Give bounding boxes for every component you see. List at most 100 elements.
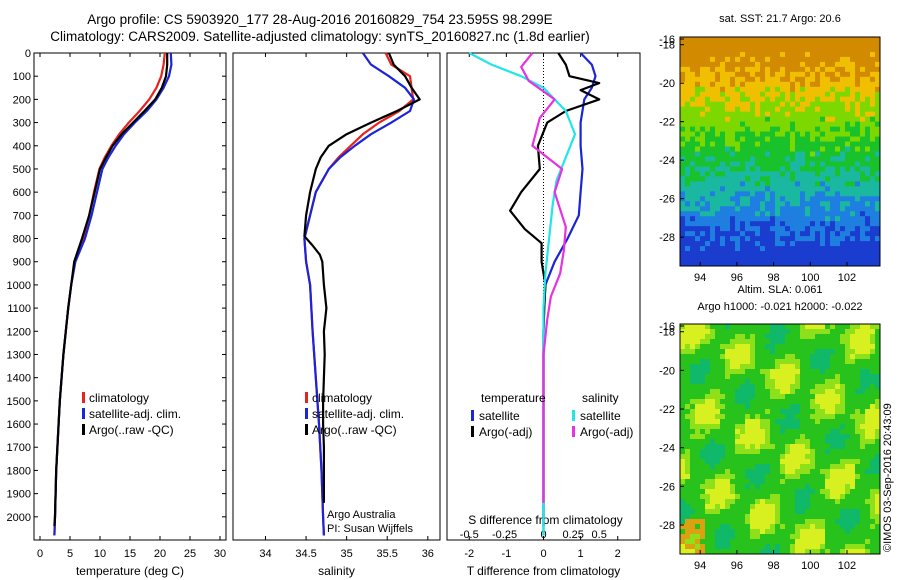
map-cell: [870, 434, 876, 440]
map-cell: [695, 66, 701, 73]
map-cell: [840, 519, 846, 525]
map-cell: [820, 359, 826, 365]
map-cell: [850, 216, 856, 222]
map-cell: [740, 474, 746, 480]
map-cell: [775, 494, 781, 500]
map-cell: [700, 151, 706, 157]
map-cell: [815, 256, 821, 262]
map-cell: [680, 121, 686, 128]
map-cell: [770, 384, 776, 390]
map-cell: [850, 479, 856, 485]
map-cell: [865, 56, 871, 63]
map-cell: [850, 324, 856, 330]
map-cell: [685, 206, 691, 212]
map-cell: [800, 161, 806, 167]
map-cell: [805, 211, 811, 217]
map-cell: [760, 81, 766, 88]
map-cell: [800, 256, 806, 262]
map-cell: [705, 389, 711, 395]
map-cell: [760, 176, 766, 182]
map-cell: [685, 261, 691, 267]
map-cell: [875, 51, 881, 58]
map-cell: [755, 76, 761, 83]
map-cell: [730, 379, 736, 385]
map-cell: [700, 226, 706, 232]
map-cell: [870, 81, 876, 88]
map-cell: [695, 379, 701, 385]
map-cell: [710, 429, 716, 435]
map-cell: [805, 56, 811, 63]
map-cell: [750, 484, 756, 490]
map-cell: [765, 514, 771, 520]
map-cell: [850, 246, 856, 252]
map-cell: [870, 101, 876, 108]
map-cell: [810, 414, 816, 420]
map-cell: [860, 161, 866, 167]
map-cell: [875, 181, 881, 187]
map-cell: [795, 101, 801, 108]
map-cell: [735, 151, 741, 157]
map-cell: [800, 504, 806, 510]
map-cell: [750, 76, 756, 83]
map-cell: [720, 156, 726, 162]
map-cell: [795, 116, 801, 123]
map-cell: [685, 71, 691, 78]
map-cell: [765, 146, 771, 152]
map-cell: [875, 389, 881, 395]
map-cell: [685, 549, 691, 555]
map-cell: [690, 384, 696, 390]
map-cell: [730, 71, 736, 78]
map-cell: [685, 176, 691, 182]
map-cell: [815, 364, 821, 370]
map-cell: [705, 81, 711, 88]
map-cell: [765, 241, 771, 247]
map-y-tick-label: -26: [659, 194, 675, 206]
map-cell: [745, 544, 751, 550]
map-cell: [725, 96, 731, 103]
map-cell: [830, 76, 836, 83]
map-cell: [770, 96, 776, 103]
map-cell: [805, 384, 811, 390]
map-cell: [760, 534, 766, 540]
map-cell: [760, 161, 766, 167]
map-cell: [835, 424, 841, 430]
map-cell: [785, 166, 791, 172]
map-cell: [850, 211, 856, 217]
map-cell: [760, 171, 766, 177]
map-cell: [780, 494, 786, 500]
map-cell: [830, 241, 836, 247]
map-cell: [700, 241, 706, 247]
map-cell: [725, 181, 731, 187]
map-cell: [765, 479, 771, 485]
map-cell: [835, 439, 841, 445]
map-cell: [820, 479, 826, 485]
map-cell: [820, 454, 826, 460]
map-cell: [810, 454, 816, 460]
map-cell: [785, 479, 791, 485]
map-cell: [720, 226, 726, 232]
map-cell: [705, 37, 711, 43]
map-cell: [720, 324, 726, 330]
map-cell: [860, 359, 866, 365]
map-cell: [695, 161, 701, 167]
map-cell: [875, 414, 881, 420]
map-cell: [765, 529, 771, 535]
map-cell: [745, 126, 751, 132]
map-cell: [790, 509, 796, 515]
map-cell: [775, 176, 781, 182]
map-cell: [835, 444, 841, 450]
map-cell: [740, 439, 746, 445]
map-cell: [720, 86, 726, 93]
map-cell: [760, 41, 766, 48]
map-cell: [860, 61, 866, 68]
map-cell: [710, 484, 716, 490]
map-cell: [770, 121, 776, 128]
map-cell: [805, 439, 811, 445]
map-cell: [705, 424, 711, 430]
copyright-text: ©IMOS 03-Sep-2016 20:43:09: [882, 403, 894, 552]
map-cell: [700, 131, 706, 137]
map-cell: [730, 389, 736, 395]
map-cell: [710, 141, 716, 147]
map-cell: [725, 434, 731, 440]
map-cell: [820, 424, 826, 430]
